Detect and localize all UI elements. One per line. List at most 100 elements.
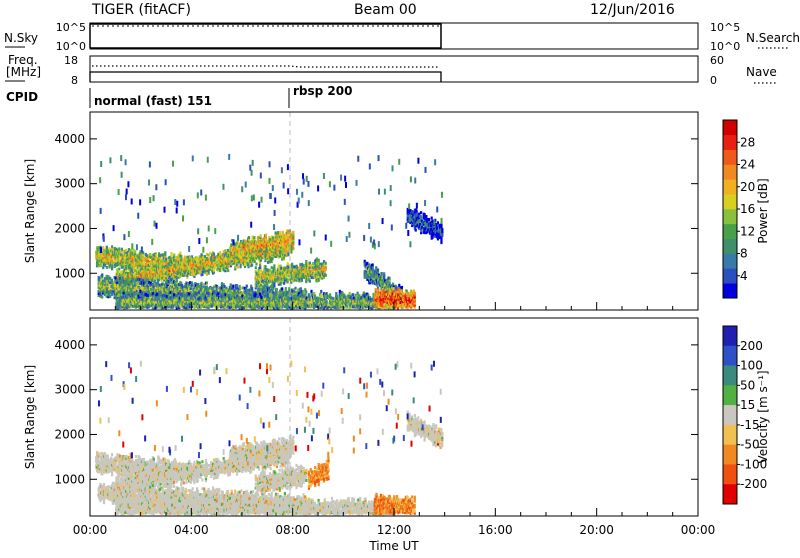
power-echo-cell (259, 252, 261, 255)
power-echo-cell (213, 253, 215, 256)
nsky-right-tick-bottom: 10^0 (710, 40, 740, 53)
power-echo-cell (260, 269, 262, 272)
power-echo-cell (239, 287, 241, 290)
power-echo-cell (251, 263, 253, 266)
power-echo-cell (101, 296, 103, 299)
power-echo-cell (276, 288, 278, 291)
nsky-trace (90, 24, 441, 48)
power-echo-cell (102, 246, 104, 249)
power-echo-cell (125, 267, 127, 270)
nsearch-label: N.Search (746, 31, 800, 45)
power-echo-cell (170, 252, 172, 255)
power-echo-cell (255, 263, 257, 266)
power-echo-cell (265, 254, 267, 257)
power-echo-cell (208, 292, 210, 295)
power-echo-cell (164, 251, 166, 254)
frequency-trace (90, 72, 441, 82)
power-echo-cell (246, 285, 248, 288)
power-echo-cell (233, 246, 235, 249)
cpid-label: CPID (6, 90, 38, 104)
power-echo-cell (111, 279, 113, 282)
power-echo-cell (271, 260, 273, 263)
power-echo-cell (169, 279, 171, 282)
nave-label: Nave (746, 65, 777, 79)
power-echo-cell (281, 287, 283, 290)
power-echo-cell (255, 266, 257, 269)
power-echo-cell (116, 279, 118, 282)
nsky-frame (90, 23, 698, 49)
power-echo-cell (287, 262, 289, 265)
frequency-left-tick-bottom: 8 (71, 74, 78, 87)
frequency-left-tick-top: 18 (64, 54, 78, 67)
power-echo-cell (282, 231, 284, 234)
power-echo-cell (165, 262, 167, 265)
power-echo-cell (177, 258, 179, 261)
power-echo-cell (325, 262, 327, 265)
power-echo-cell (248, 254, 250, 257)
power-echo-cell (265, 234, 267, 237)
power-echo-cell (198, 291, 200, 294)
power-echo-cell (101, 273, 103, 276)
power-echo-cell (227, 265, 229, 268)
power-echo-cell (259, 234, 261, 237)
frequency-label-line2: [MHz] (6, 65, 41, 79)
frequency-panel: Freq. [MHz] 18 8 60 0 Nave (5, 53, 777, 87)
power-echo-cell (273, 282, 275, 285)
power-echo-cell (195, 292, 197, 295)
power-echo-cell (139, 264, 141, 267)
power-echo-cell (153, 260, 155, 263)
power-echo-cell (111, 245, 113, 248)
power-echo-cell (294, 287, 296, 290)
date-title: 12/Jun/2016 (590, 2, 675, 18)
nsky-left-tick-top: 10^5 (56, 21, 86, 34)
power-echo-cell (285, 287, 287, 290)
power-echo-cell (176, 279, 178, 282)
cpid-mode-1: normal (fast) 151 (94, 94, 212, 108)
power-echo-cell (292, 231, 294, 234)
power-echo-cell (177, 292, 179, 295)
power-echo-cell (116, 268, 118, 271)
nave-right-tick-bottom: 0 (710, 74, 717, 87)
nsky-left-tick-bottom: 10^0 (56, 40, 86, 53)
power-echo-cell (232, 285, 234, 288)
power-echo-cell (237, 266, 239, 269)
power-echo-cell (106, 266, 108, 269)
nsky-label: N.Sky (4, 31, 38, 45)
nave-trace (92, 66, 440, 67)
power-echo-cell (325, 274, 327, 277)
power-data-layer (95, 154, 443, 310)
power-echo-cell (227, 249, 229, 252)
power-echo-cell (180, 255, 182, 258)
power-echo-cell (137, 282, 139, 285)
power-echo-cell (151, 279, 153, 282)
power-echo-cell (273, 264, 275, 267)
power-echo-cell (160, 292, 162, 295)
radar-title: TIGER (fitACF) (91, 2, 191, 18)
power-echo-cell (143, 262, 145, 265)
power-echo-cell (325, 266, 327, 269)
power-echo-cell (217, 292, 219, 295)
power-echo-cell (118, 247, 120, 250)
power-echo-cell (132, 278, 134, 281)
power-echo-cell (224, 249, 226, 252)
power-echo-cell (283, 282, 285, 285)
power-echo-cell (248, 236, 250, 239)
cpid-mode-2: rbsp 200 (293, 84, 352, 98)
power-echo-cell (271, 284, 273, 287)
frequency-frame (90, 56, 698, 82)
power-echo-cell (137, 278, 139, 281)
power-echo-cell (179, 252, 181, 255)
power-echo-cell (253, 254, 255, 257)
power-echo-cell (309, 280, 311, 283)
beam-title: Beam 00 (354, 2, 417, 18)
nsky-right-tick-top: 10^5 (710, 21, 740, 34)
power-echo-cell (122, 292, 124, 295)
power-echo-cell (146, 294, 148, 297)
power-echo-cell (253, 236, 255, 239)
power-echo-cell (149, 253, 151, 256)
nsky-panel: N.Sky 10^5 10^0 10^5 10^0 N.Search (4, 21, 800, 53)
power-echo-cell (236, 284, 238, 287)
power-echo-cell (186, 256, 188, 259)
cpid-panel: CPID normal (fast) 151 rbsp 200 (6, 84, 352, 108)
